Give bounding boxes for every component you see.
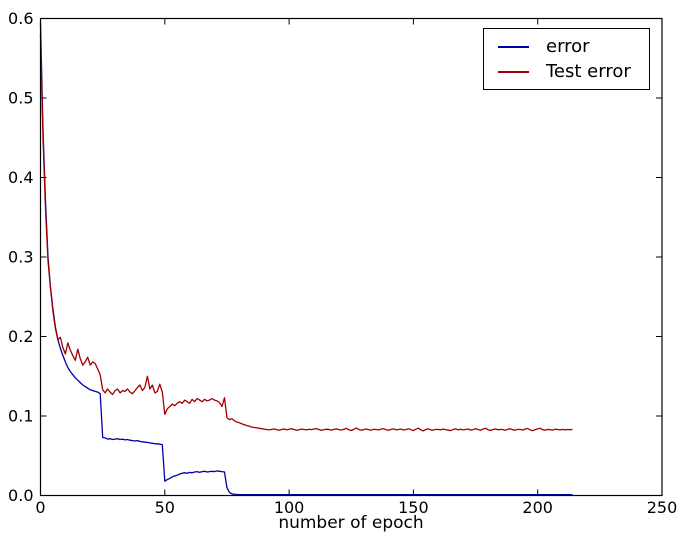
svg-text:150: 150: [398, 498, 429, 517]
svg-text:200: 200: [522, 498, 553, 517]
svg-text:0.2: 0.2: [8, 327, 33, 346]
svg-text:0.5: 0.5: [8, 89, 33, 108]
x-axis-label: number of epoch: [278, 513, 424, 533]
svg-text:0: 0: [35, 498, 45, 517]
legend: error Test error: [483, 28, 650, 90]
svg-text:50: 50: [155, 498, 175, 517]
legend-label-error: error: [546, 36, 590, 57]
legend-entry-error: error: [484, 35, 649, 59]
svg-text:0.6: 0.6: [8, 9, 33, 28]
svg-text:0.1: 0.1: [8, 407, 33, 426]
svg-text:100: 100: [274, 498, 305, 517]
legend-entry-test-error: Test error: [484, 60, 649, 84]
svg-text:0.4: 0.4: [8, 168, 33, 187]
legend-label-test-error: Test error: [546, 61, 631, 82]
svg-text:250: 250: [647, 498, 678, 517]
error-line-swatch: [498, 45, 529, 48]
svg-text:0.3: 0.3: [8, 248, 33, 267]
svg-text:0.0: 0.0: [8, 486, 33, 505]
test-error-line-swatch: [498, 70, 529, 73]
